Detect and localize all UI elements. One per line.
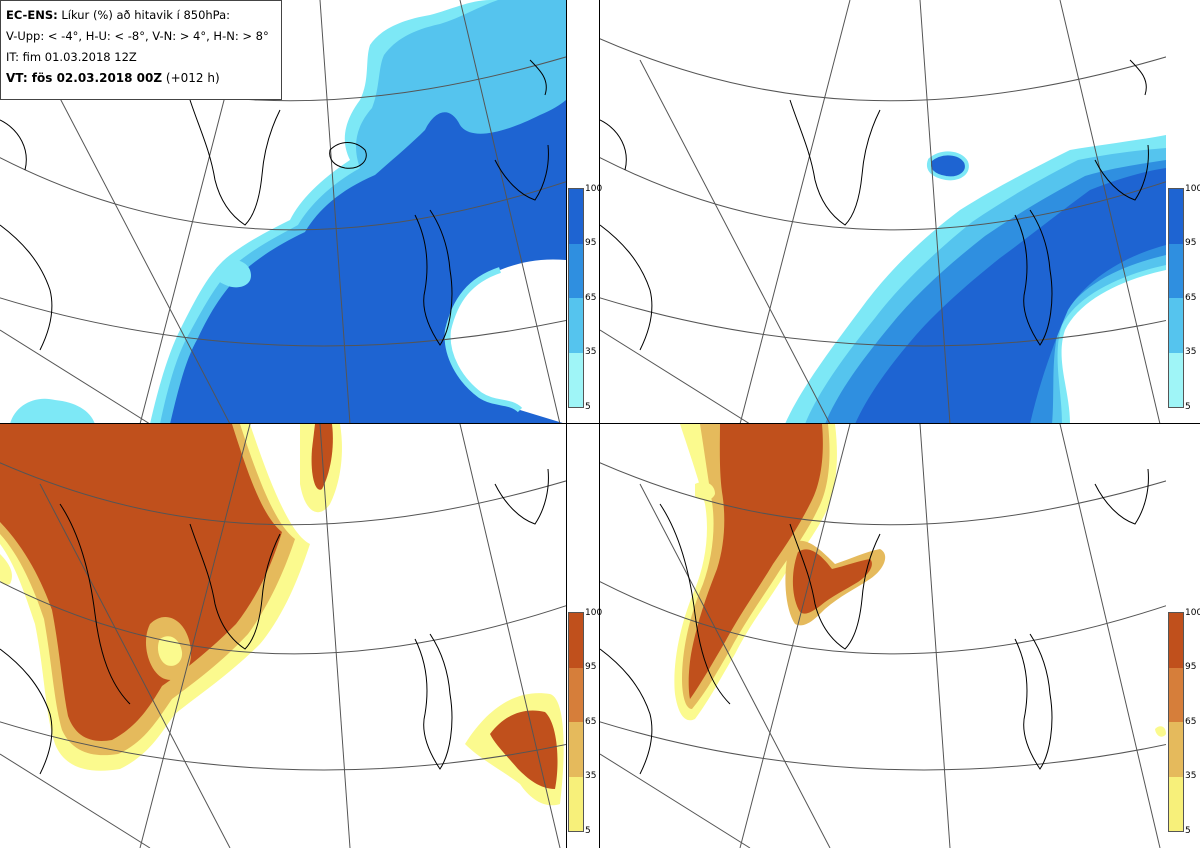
threshold-line: V-Upp: < -4°, H-U: < -8°, V-N: > 4°, H-N… [6, 29, 269, 43]
warm8-prob-small [695, 482, 715, 501]
tick-label: 95 [585, 238, 597, 248]
map-cold-minus4 [0, 0, 566, 424]
tick-label: 65 [1185, 717, 1197, 727]
colorbar-cold-minus4: 100 95 65 35 5 [568, 184, 603, 412]
tick-label: 95 [1185, 662, 1197, 672]
tick-label: 35 [1185, 347, 1197, 357]
cold-prob-coast-hole [447, 259, 566, 424]
vertical-divider-left [566, 0, 567, 848]
tick-label: 65 [1185, 293, 1197, 303]
tick-label: 95 [585, 662, 597, 672]
tick-label: 5 [585, 402, 591, 412]
coastlines [0, 468, 549, 775]
colorbar [1168, 612, 1184, 832]
map-cold-minus8 [600, 0, 1166, 424]
colorbar-warm-plus8: 100 95 65 35 5 [1168, 608, 1200, 836]
vertical-divider-right [599, 0, 600, 848]
warm8-prob-far-east [1155, 726, 1166, 737]
tick-label: 65 [585, 293, 597, 303]
tick-label: 100 [585, 608, 603, 618]
cold-prob-island-2 [10, 398, 95, 424]
graticule [0, 424, 566, 848]
info-title-line: EC-ENS: Líkur (%) að hitavik í 850hPa: [6, 5, 276, 26]
map-panel-cold-minus8 [600, 0, 1166, 424]
tick-label: 100 [1185, 184, 1200, 194]
tick-label: 35 [585, 347, 597, 357]
colorbar [568, 612, 584, 832]
tick-label: 65 [585, 717, 597, 727]
cold8-prob-island [928, 153, 967, 179]
coastlines [0, 59, 549, 351]
colorbar [568, 188, 584, 408]
colorbar [1168, 188, 1184, 408]
map-panel-warm-plus4 [0, 424, 566, 848]
product-title: Líkur (%) að hitavik í 850hPa: [61, 8, 231, 22]
warm-prob-scand-core [490, 710, 558, 789]
tick-label: 95 [1185, 238, 1197, 248]
tick-label: 35 [585, 771, 597, 781]
model-name: EC-ENS: [6, 8, 58, 22]
cold8-prob-core [855, 168, 1166, 424]
valid-time-line: VT: fös 02.03.2018 00Z (+012 h) [6, 68, 276, 89]
horizontal-divider [0, 423, 1200, 424]
graticule [600, 424, 1166, 848]
warm-prob-left [0, 554, 12, 585]
tick-label: 5 [1185, 402, 1191, 412]
colorbar-cold-minus8: 100 95 65 35 5 [1168, 184, 1200, 412]
map-panel-warm-plus8 [600, 424, 1166, 848]
lead-time: (+012 h) [165, 71, 220, 85]
tick-label: 5 [585, 826, 591, 836]
coastlines [600, 59, 1149, 351]
warm-prob-high [0, 424, 282, 741]
cold-prob-coast-rim [444, 267, 523, 413]
warm8-prob-greenland-s-core [792, 549, 872, 614]
cold-prob-island-1 [214, 259, 251, 288]
graticule [600, 0, 1166, 424]
colorbar-warm-plus4: 100 95 65 35 5 [568, 608, 603, 836]
map-warm-plus4 [0, 424, 566, 848]
tick-label: 100 [585, 184, 603, 194]
forecast-info-box: EC-ENS: Líkur (%) að hitavik í 850hPa: V… [0, 0, 282, 100]
tick-label: 100 [1185, 608, 1200, 618]
tick-label: 35 [1185, 771, 1197, 781]
initial-time: IT: fim 01.03.2018 12Z [6, 50, 137, 64]
valid-time: VT: fös 02.03.2018 00Z [6, 71, 163, 85]
map-panel-cold-minus4 [0, 0, 566, 424]
tick-label: 5 [1185, 826, 1191, 836]
warm-prob-hole-inner [157, 636, 183, 666]
map-warm-plus8 [600, 424, 1166, 848]
coastlines [600, 468, 1149, 775]
